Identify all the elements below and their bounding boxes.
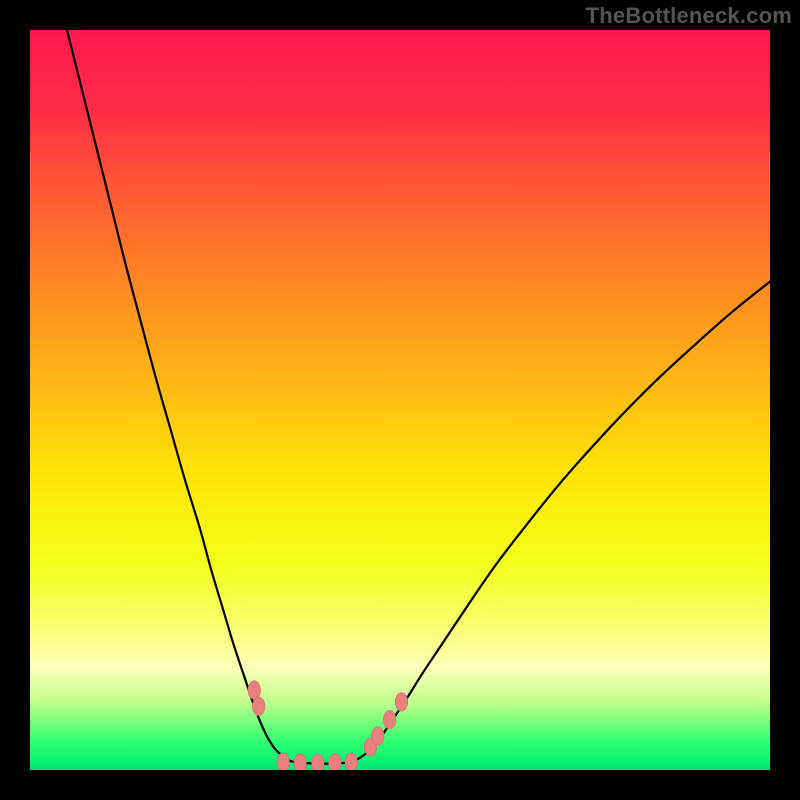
valley-marker xyxy=(329,754,341,770)
valley-markers-group xyxy=(248,681,408,770)
curve-left-branch xyxy=(67,30,296,763)
chart-frame: TheBottleneck.com xyxy=(0,0,800,800)
valley-marker xyxy=(294,754,306,770)
valley-marker xyxy=(252,697,264,715)
valley-marker xyxy=(383,710,395,728)
valley-marker xyxy=(248,681,260,699)
valley-marker xyxy=(395,693,407,711)
valley-marker xyxy=(372,727,384,745)
valley-marker xyxy=(277,753,289,770)
watermark-text: TheBottleneck.com xyxy=(586,3,792,29)
bottleneck-curve-chart xyxy=(30,30,770,770)
plot-area xyxy=(30,30,770,770)
valley-marker xyxy=(312,754,324,770)
curve-right-branch xyxy=(348,282,770,763)
valley-marker xyxy=(345,753,357,770)
